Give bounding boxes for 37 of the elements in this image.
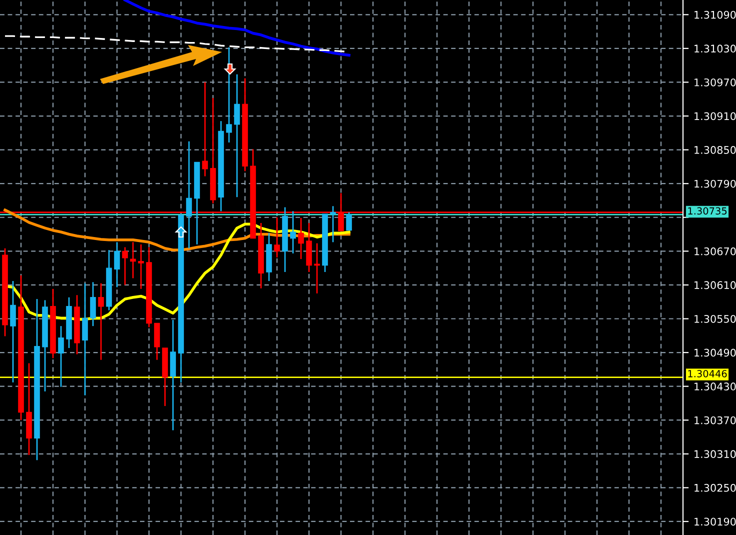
candlestick xyxy=(290,210,296,254)
y-tick-label: 1.30370 xyxy=(694,416,736,424)
line-series xyxy=(124,0,350,57)
candlestick xyxy=(114,241,120,288)
candlestick xyxy=(130,241,136,279)
candlestick xyxy=(90,281,96,327)
candlestick xyxy=(10,280,16,384)
y-tick-label: 1.30610 xyxy=(694,281,736,290)
y-tick-label: 1.30790 xyxy=(694,180,736,188)
candlestick xyxy=(330,205,336,243)
candlestick xyxy=(154,322,160,361)
ref-line-label: 1.30735 xyxy=(688,207,727,215)
candlestick xyxy=(274,216,280,258)
y-tick-label: 1.30850 xyxy=(694,146,736,154)
y-tick-label: 1.30970 xyxy=(694,78,736,86)
y-tick-label: 1.31030 xyxy=(694,44,736,53)
candlestick xyxy=(202,82,208,177)
y-tick-label: 1.30490 xyxy=(694,348,736,357)
y-tick-label: 1.30190 xyxy=(694,518,736,526)
y-tick-label: 1.30250 xyxy=(694,484,736,492)
candlestick xyxy=(314,242,320,294)
y-tick-label: 1.30670 xyxy=(694,247,736,256)
y-tick-label: 1.30430 xyxy=(694,382,736,390)
candlestick xyxy=(122,246,128,286)
candlestick xyxy=(226,46,232,144)
candlestick xyxy=(138,244,144,290)
candlestick xyxy=(58,325,64,388)
y-tick-label: 1.30550 xyxy=(694,314,736,323)
y-tick-label: 1.30910 xyxy=(694,112,736,120)
ref-line-label: 1.30446 xyxy=(688,370,727,378)
candlestick xyxy=(98,282,104,361)
candlestick xyxy=(298,217,304,260)
candlestick xyxy=(346,212,352,232)
y-tick-label: 1.31090 xyxy=(694,10,736,19)
candlestick xyxy=(82,282,88,396)
candlestick xyxy=(234,74,240,198)
y-tick-label: 1.30310 xyxy=(694,450,736,458)
